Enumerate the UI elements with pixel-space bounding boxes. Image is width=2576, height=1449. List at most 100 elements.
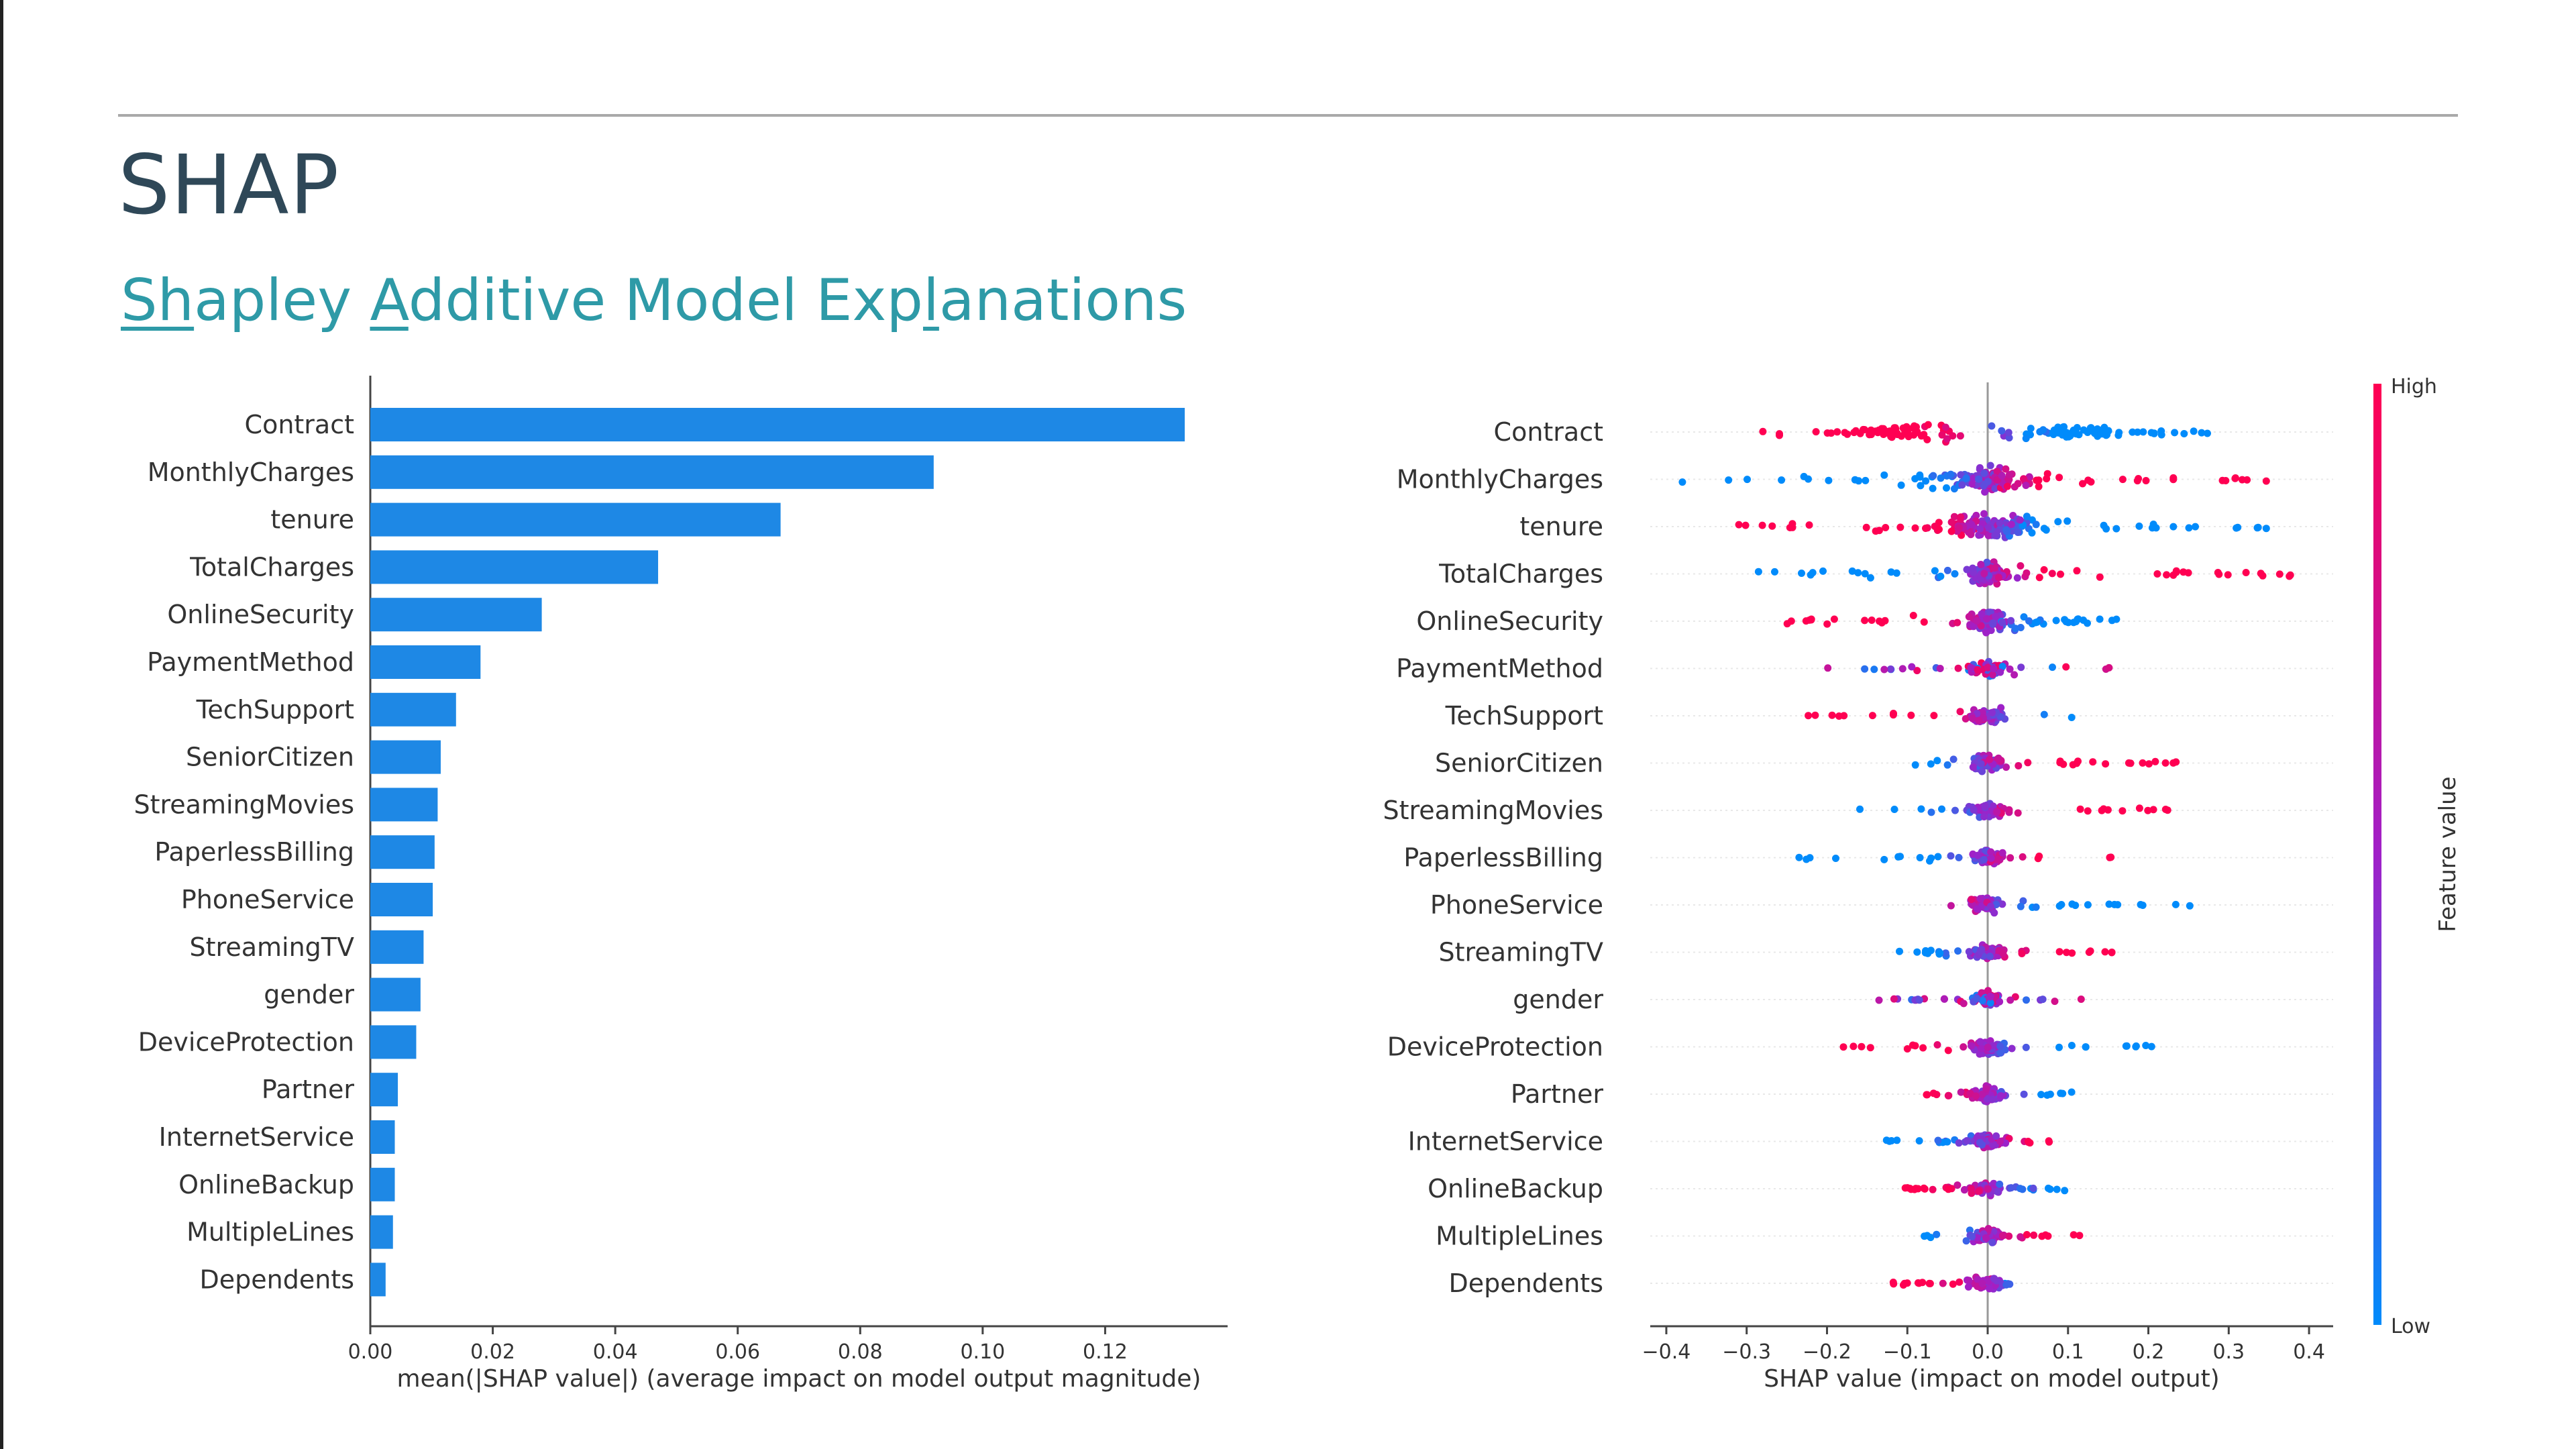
bee-point bbox=[2053, 1185, 2061, 1193]
bee-point bbox=[1896, 853, 1904, 861]
bee-point bbox=[1880, 471, 1888, 479]
bee-point bbox=[2040, 710, 2048, 718]
bee-point bbox=[2139, 428, 2147, 436]
bee-feature-label: tenure bbox=[1519, 512, 1603, 541]
bar bbox=[370, 883, 433, 916]
bee-point bbox=[2068, 714, 2076, 721]
bee-point bbox=[1986, 1285, 1994, 1293]
bee-point bbox=[1916, 854, 1924, 861]
bee-point bbox=[1881, 428, 1889, 436]
bee-point bbox=[1984, 1225, 1992, 1232]
bee-point bbox=[1881, 616, 1889, 625]
bee-point bbox=[1978, 610, 1986, 618]
bee-point bbox=[1809, 569, 1817, 577]
bee-point bbox=[2125, 759, 2133, 767]
bee-point bbox=[2135, 804, 2143, 812]
bee-feature-label: OnlineSecurity bbox=[1416, 606, 1603, 636]
bee-point bbox=[1965, 612, 1973, 621]
bee-point bbox=[1925, 1279, 1933, 1287]
bee-point bbox=[2148, 524, 2156, 532]
bee-point bbox=[1983, 615, 1991, 623]
bee-point bbox=[1984, 663, 1992, 672]
bee-point bbox=[2068, 1042, 2076, 1049]
bee-point bbox=[1998, 472, 2006, 480]
bee-point bbox=[2072, 618, 2080, 626]
bee-point bbox=[1823, 429, 1831, 437]
bee-point bbox=[2104, 806, 2112, 814]
bee-point bbox=[1976, 1138, 1984, 1146]
bee-point bbox=[1981, 488, 1989, 496]
bee-point bbox=[1803, 855, 1811, 863]
bee-point bbox=[2014, 529, 2022, 536]
bee-point bbox=[1963, 566, 1971, 574]
bee-point bbox=[1947, 902, 1955, 910]
bee-point bbox=[1892, 429, 1900, 437]
bee-point bbox=[2089, 758, 2097, 766]
bee-feature-label: PaperlessBilling bbox=[1403, 843, 1603, 873]
bee-point bbox=[1916, 471, 1924, 479]
bee-point bbox=[1915, 996, 1923, 1004]
bee-point bbox=[1996, 519, 2004, 527]
bee-point bbox=[2198, 429, 2206, 437]
bee-point bbox=[1943, 566, 1951, 574]
bee-point bbox=[2087, 478, 2095, 486]
bee-point bbox=[1988, 708, 1996, 716]
bee-point bbox=[1951, 806, 1959, 814]
bee-point bbox=[1964, 1283, 1972, 1291]
bee-point bbox=[2044, 1184, 2052, 1192]
bee-feature-label: SeniorCitizen bbox=[1435, 749, 1603, 778]
bee-point bbox=[1986, 999, 1994, 1007]
bar-x-tick-label: 0.08 bbox=[838, 1340, 883, 1364]
bee-point bbox=[2043, 470, 2051, 478]
bee-point bbox=[2032, 903, 2040, 911]
bee-point bbox=[2017, 562, 2025, 570]
bee-point bbox=[2029, 1184, 2037, 1192]
bee-point bbox=[1940, 995, 1948, 1003]
bee-point bbox=[2032, 521, 2040, 529]
bee-point bbox=[2192, 523, 2199, 531]
subtitle-part: Sh bbox=[121, 267, 195, 334]
bee-point bbox=[2102, 525, 2110, 533]
bee-point bbox=[2014, 480, 2022, 488]
bee-point bbox=[2286, 572, 2294, 580]
bee-feature-label: MultipleLines bbox=[1436, 1222, 1603, 1251]
bee-point bbox=[1832, 855, 1839, 862]
bee-point bbox=[1823, 620, 1831, 628]
bee-point bbox=[1949, 432, 1957, 440]
bee-point bbox=[1951, 570, 1959, 578]
bee-point bbox=[1805, 521, 1813, 529]
colorbar-low-label: Low bbox=[2391, 1315, 2430, 1338]
bar bbox=[370, 930, 424, 964]
bee-point bbox=[1905, 425, 1913, 433]
bee-point bbox=[2038, 1232, 2046, 1240]
bee-point bbox=[1786, 524, 1794, 531]
bee-point bbox=[2149, 806, 2157, 814]
bee-point bbox=[2022, 435, 2030, 443]
bee-point bbox=[2020, 613, 2028, 621]
bee-point bbox=[2139, 902, 2147, 909]
bar bbox=[370, 1215, 393, 1249]
bee-point bbox=[2004, 429, 2012, 437]
bee-point bbox=[1849, 1042, 1858, 1051]
bee-point bbox=[2118, 807, 2127, 815]
bee-point bbox=[1955, 853, 1963, 861]
bee-point bbox=[1914, 1185, 1922, 1193]
bee-point bbox=[2035, 482, 2043, 490]
bee-point bbox=[1970, 623, 1978, 631]
subtitle-part: anations bbox=[938, 267, 1187, 334]
bee-point bbox=[1949, 1280, 1957, 1288]
bee-point bbox=[1943, 484, 1950, 492]
bee-point bbox=[1776, 430, 1783, 438]
bee-point bbox=[2039, 996, 2047, 1004]
bee-point bbox=[2056, 757, 2064, 765]
bee-point bbox=[1937, 572, 1945, 580]
bee-point bbox=[2045, 1137, 2053, 1145]
bee-point bbox=[1909, 1041, 1917, 1049]
bee-point bbox=[1875, 996, 1883, 1004]
bee-point bbox=[2030, 1231, 2038, 1239]
bee-point bbox=[1861, 570, 1869, 578]
bee-point bbox=[1943, 435, 1951, 443]
bee-point bbox=[2025, 617, 2033, 625]
bee-point bbox=[1998, 619, 2006, 627]
